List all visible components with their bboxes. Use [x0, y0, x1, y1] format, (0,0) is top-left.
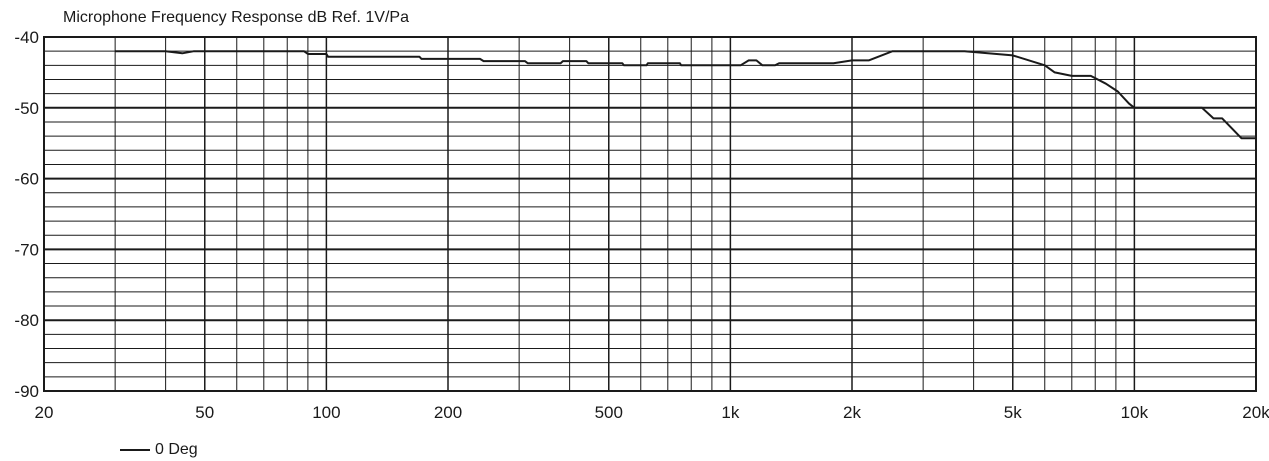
- x-tick-label: 10k: [1121, 403, 1149, 422]
- series-layer: [115, 50, 1256, 140]
- minor-grid: [44, 37, 1256, 391]
- x-tick-label: 100: [312, 403, 340, 422]
- x-tick-label: 50: [195, 403, 214, 422]
- legend: 0 Deg: [120, 440, 198, 460]
- x-tick-label: 1k: [721, 403, 739, 422]
- y-axis-ticks: -40 -50 -60 -70 -80 -90: [14, 28, 39, 401]
- x-tick-label: 5k: [1004, 403, 1022, 422]
- plot-frame: [43, 36, 1257, 392]
- x-axis-ticks: 20 50 100 200 500 1k 2k 5k 10k 20k: [35, 403, 1269, 422]
- chart-title: Microphone Frequency Response dB Ref. 1V…: [63, 9, 409, 26]
- y-tick-label: -80: [14, 311, 39, 330]
- legend-label: 0 Deg: [155, 441, 198, 458]
- x-tick-label: 20: [35, 403, 54, 422]
- y-tick-label: -60: [14, 170, 39, 189]
- x-tick-label: 500: [595, 403, 623, 422]
- y-tick-label: -50: [14, 99, 39, 118]
- x-tick-label: 20k: [1242, 403, 1269, 422]
- series-line-0-deg: [115, 50, 1256, 140]
- plot-border: [43, 36, 1257, 392]
- x-tick-label: 200: [434, 403, 462, 422]
- y-tick-label: -40: [14, 28, 39, 47]
- y-tick-label: -90: [14, 382, 39, 401]
- major-grid: [43, 36, 1257, 392]
- legend-line-swatch: [120, 449, 150, 451]
- y-tick-label: -70: [14, 240, 39, 259]
- x-tick-label: 2k: [843, 403, 861, 422]
- frequency-response-chart: 20 50 100 200 500 1k 2k 5k 10k 20k -40 -50 -60 -70 -8…: [14, 28, 1269, 422]
